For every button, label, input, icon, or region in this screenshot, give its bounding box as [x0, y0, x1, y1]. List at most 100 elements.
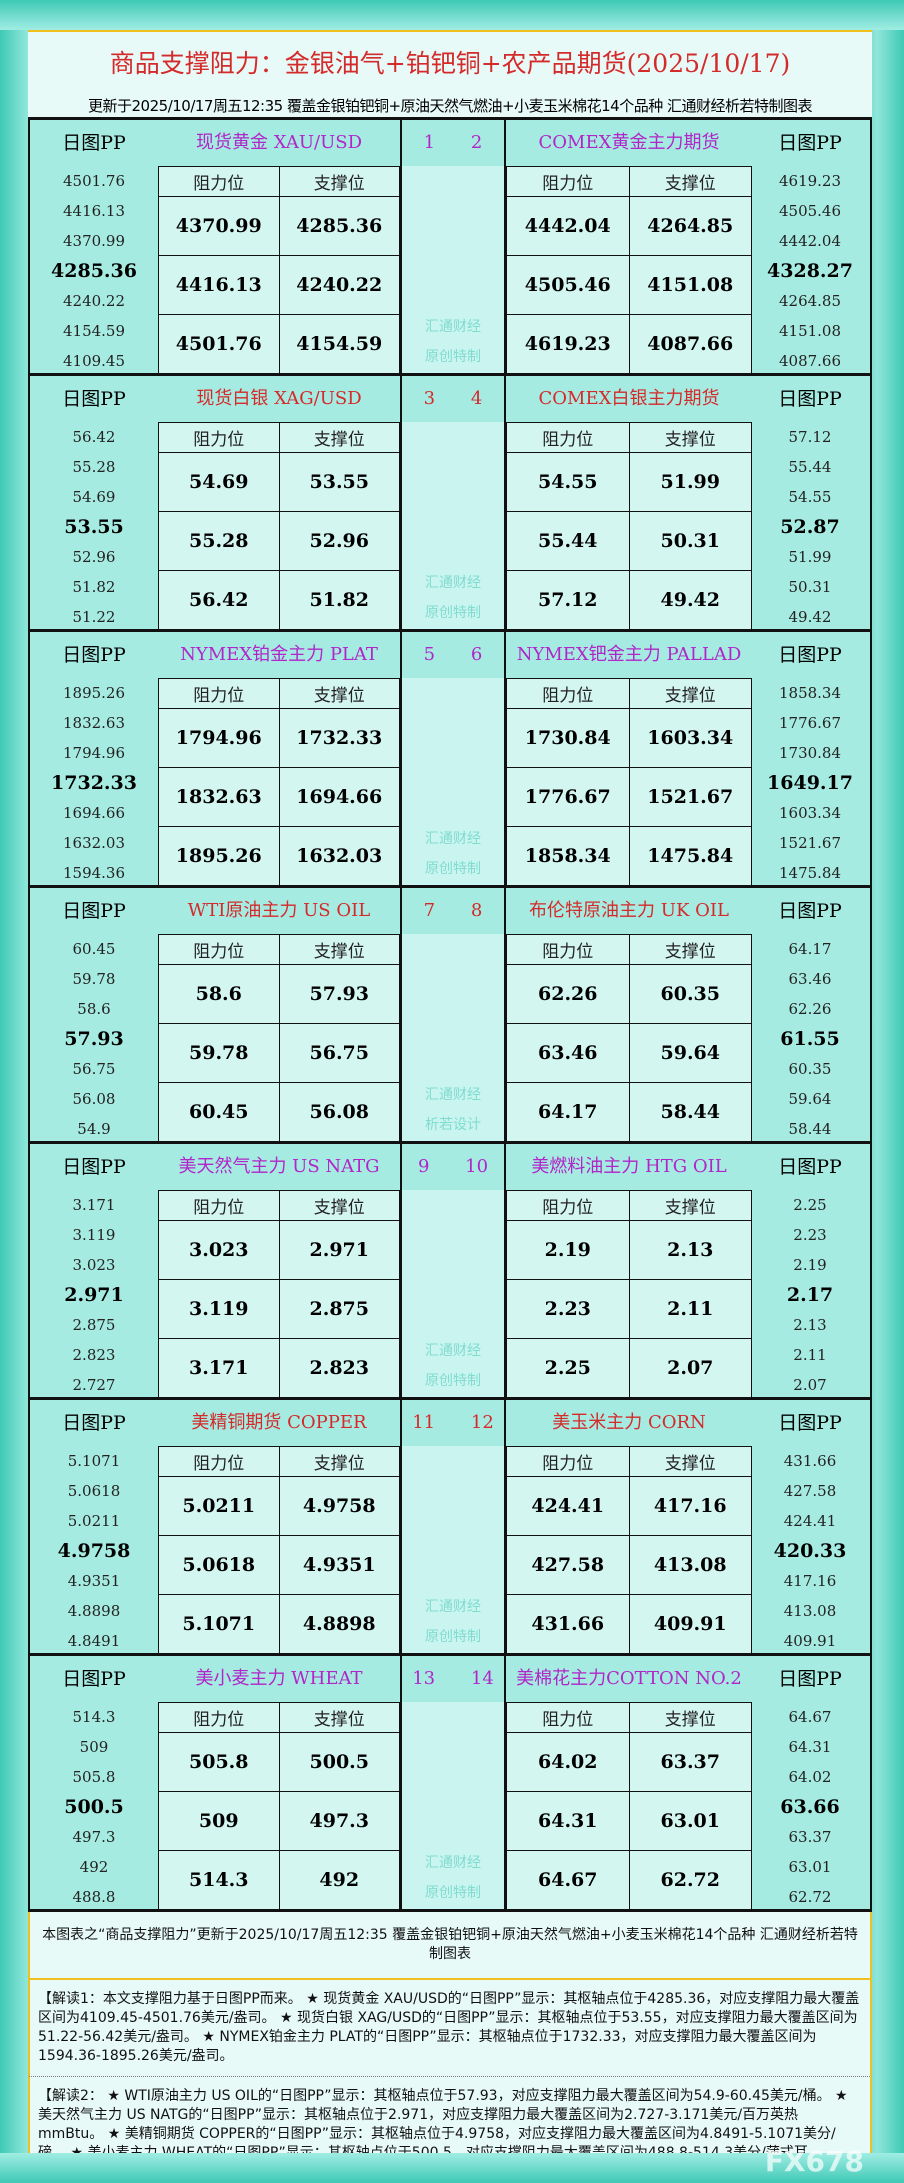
levels-row: 4370.99 4285.36 [158, 196, 400, 256]
pp-value: 55.44 [788, 458, 832, 476]
watermark-line-1: 汇通财经 [425, 575, 481, 591]
levels-header-row: 阻力位 支撑位 [506, 166, 752, 197]
resist-value: 64.67 [506, 1850, 630, 1910]
levels-header-row: 阻力位 支撑位 [158, 422, 400, 453]
pp-value: 1858.34 [778, 684, 842, 702]
watermark-line-1: 汇通财经 [425, 1599, 481, 1615]
levels-row: 1730.84 1603.34 [506, 708, 752, 768]
levels-row: 431.66 409.91 [506, 1594, 752, 1654]
resist-value: 56.42 [158, 570, 280, 630]
levels-row: 3.023 2.971 [158, 1220, 400, 1280]
watermark-line-2: 原创特制 [425, 861, 481, 877]
pp-value: 49.42 [788, 608, 832, 626]
resist-header: 阻力位 [158, 166, 280, 197]
pivot-value: 2.17 [786, 1284, 834, 1306]
watermark-line-2: 原创特制 [425, 1629, 481, 1645]
levels-table: 阻力位 支撑位 54.55 51.99 55.44 50.31 57.12 49.42 [506, 422, 752, 630]
block-numbers: 5 6 [402, 632, 504, 678]
instrument-name: 美玉米主力 CORN [506, 1400, 752, 1446]
resist-value: 1858.34 [506, 826, 630, 886]
levels-table: 阻力位 支撑位 505.8 500.5 509 497.3 514.3 492 [158, 1702, 400, 1910]
resist-header: 阻力位 [506, 166, 630, 197]
pp-value: 488.8 [72, 1888, 116, 1906]
pp-value: 3.171 [72, 1196, 116, 1214]
levels-row: 2.23 2.11 [506, 1279, 752, 1339]
resist-value: 1776.67 [506, 767, 630, 827]
resist-value: 431.66 [506, 1594, 630, 1654]
pivot-value: 2.971 [64, 1284, 124, 1306]
top-frame [0, 0, 904, 30]
pp-value: 1475.84 [778, 864, 842, 882]
levels-row: 64.17 58.44 [506, 1082, 752, 1142]
levels-row: 54.55 51.99 [506, 452, 752, 512]
support-header: 支撑位 [278, 422, 400, 453]
levels-row: 59.78 56.75 [158, 1023, 400, 1083]
commodity-block: 日图PP 56.42 55.28 54.69 53.55 52.96 51.82 51.22 现… [28, 376, 872, 632]
support-header: 支撑位 [628, 1446, 752, 1477]
levels-row: 54.69 53.55 [158, 452, 400, 512]
pp-value: 4151.08 [778, 322, 842, 340]
instrument-name: NYMEX铂金主力 PLAT [158, 632, 400, 678]
levels-header-row: 阻力位 支撑位 [158, 166, 400, 197]
support-header: 支撑位 [278, 678, 400, 709]
support-value: 4154.59 [278, 314, 400, 374]
support-value: 57.93 [278, 964, 400, 1024]
levels-row: 4619.23 4087.66 [506, 314, 752, 374]
levels-row: 64.02 63.37 [506, 1732, 752, 1792]
pp-value: 64.17 [788, 940, 832, 958]
resist-value: 4370.99 [158, 196, 280, 256]
levels-header-row: 阻力位 支撑位 [158, 1190, 400, 1221]
pp-value: 56.08 [72, 1090, 116, 1108]
levels-row: 1794.96 1732.33 [158, 708, 400, 768]
pp-value: 64.67 [788, 1708, 832, 1726]
pp-column-left: 日图PP 4501.76 4416.13 4370.99 4285.36 4240.22 4… [30, 120, 158, 373]
support-header: 支撑位 [628, 422, 752, 453]
resist-value: 54.69 [158, 452, 280, 512]
resist-header: 阻力位 [506, 678, 630, 709]
support-header: 支撑位 [628, 934, 752, 965]
pp-column-right: 日图PP 64.17 63.46 62.26 61.55 60.35 59.64 58.44 [750, 888, 870, 1141]
levels-table: 阻力位 支撑位 2.19 2.13 2.23 2.11 2.25 2.07 [506, 1190, 752, 1398]
pivot-value: 61.55 [780, 1028, 840, 1050]
pp-value: 4619.23 [778, 172, 842, 190]
pp-value: 5.1071 [67, 1452, 121, 1470]
support-value: 4.9351 [278, 1535, 400, 1595]
resist-value: 55.44 [506, 511, 630, 571]
pp-value: 58.44 [788, 1120, 832, 1138]
pp-column-right: 日图PP 1858.34 1776.67 1730.84 1649.17 1603.34 1… [750, 632, 870, 885]
support-value: 1475.84 [628, 826, 752, 886]
instrument-name: COMEX黄金主力期货 [506, 120, 752, 166]
levels-header-row: 阻力位 支撑位 [506, 422, 752, 453]
pp-column-left: 日图PP 5.1071 5.0618 5.0211 4.9758 4.9351 4.8898… [30, 1400, 158, 1653]
support-value: 413.08 [628, 1535, 752, 1595]
commodity-block: 日图PP 4501.76 4416.13 4370.99 4285.36 4240.22 4… [28, 120, 872, 376]
pp-value: 1694.66 [62, 804, 126, 822]
pp-value: 3.023 [72, 1256, 116, 1274]
support-header: 支撑位 [628, 1702, 752, 1733]
resist-value: 1730.84 [506, 708, 630, 768]
levels-row: 63.46 59.64 [506, 1023, 752, 1083]
instrument-name: 现货白银 XAG/USD [158, 376, 400, 422]
middle-column: 11 12 汇通财经 原创特制 [400, 1400, 506, 1653]
instrument-name: COMEX白银主力期货 [506, 376, 752, 422]
resist-value: 2.19 [506, 1220, 630, 1280]
pp-value: 4154.59 [62, 322, 126, 340]
instrument-name: 布伦特原油主力 UK OIL [506, 888, 752, 934]
pp-header: 日图PP [62, 644, 126, 666]
pp-value: 4442.04 [778, 232, 842, 250]
pp-header: 日图PP [778, 900, 842, 922]
resist-value: 424.41 [506, 1476, 630, 1536]
middle-column: 9 10 汇通财经 原创特制 [400, 1144, 506, 1397]
resist-value: 505.8 [158, 1732, 280, 1792]
levels-row: 2.19 2.13 [506, 1220, 752, 1280]
watermark-line-2: 原创特制 [425, 349, 481, 365]
levels-row: 4505.46 4151.08 [506, 255, 752, 315]
levels-header-row: 阻力位 支撑位 [506, 1702, 752, 1733]
interpretation-1: 【解读1：本文支撑阻力基于日图PP而来。 ★ 现货黄金 XAU/USD的“日图P… [28, 1980, 872, 2077]
resist-value: 4505.46 [506, 255, 630, 315]
levels-row: 56.42 51.82 [158, 570, 400, 630]
support-value: 409.91 [628, 1594, 752, 1654]
commodity-block: 日图PP 3.171 3.119 3.023 2.971 2.875 2.823 2.727 美… [28, 1144, 872, 1400]
levels-table: 阻力位 支撑位 4442.04 4264.85 4505.46 4151.08 4619.2… [506, 166, 752, 374]
levels-row: 3.171 2.823 [158, 1338, 400, 1398]
